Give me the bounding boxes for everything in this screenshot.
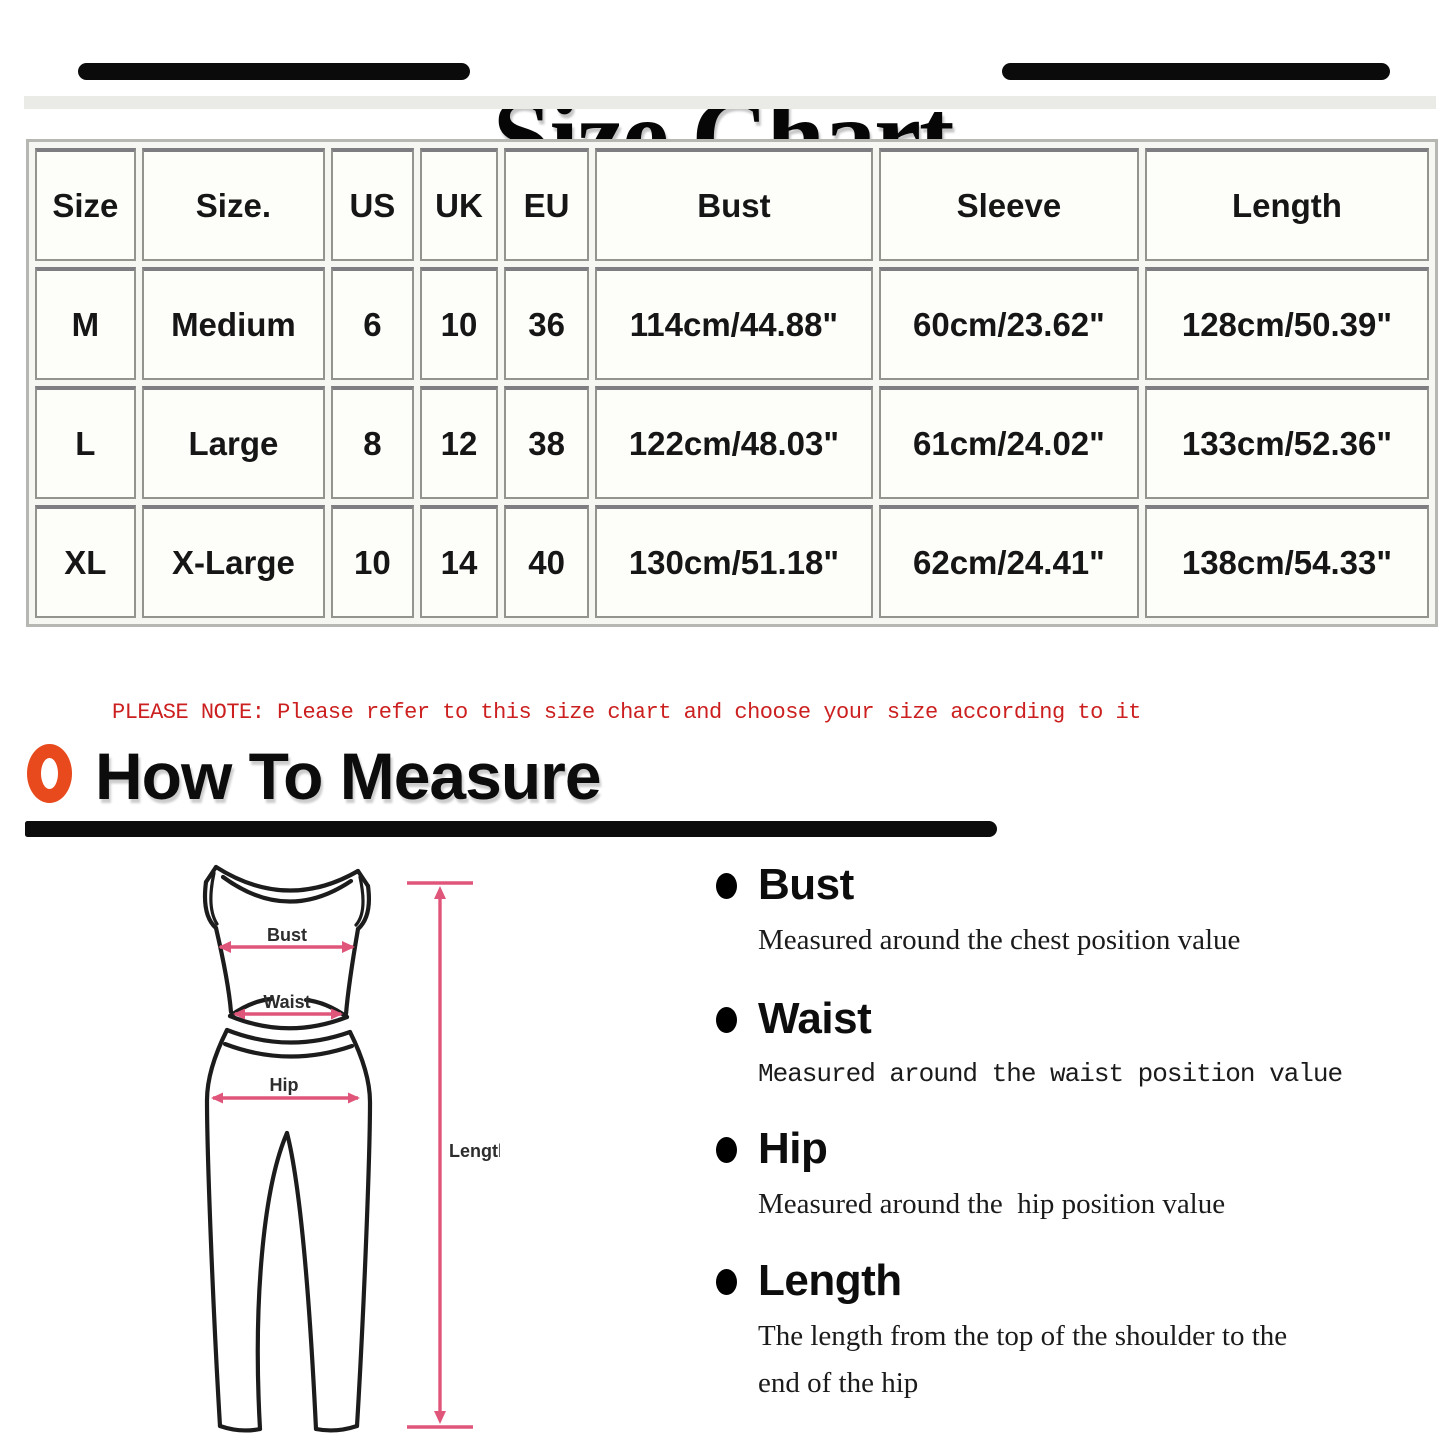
col-header-size-name: Size. bbox=[141, 148, 326, 261]
size-cell: 122cm/48.03" bbox=[594, 386, 873, 499]
col-header-size: Size bbox=[35, 148, 136, 261]
measure-item-description: Measured around the chest position value bbox=[758, 924, 1241, 956]
bullet-icon bbox=[716, 1269, 737, 1295]
size-cell: 6 bbox=[331, 267, 414, 380]
bust-arrow bbox=[218, 941, 355, 953]
size-cell: 8 bbox=[331, 386, 414, 499]
measurement-figure: Bust Waist Hip Length bbox=[150, 850, 500, 1445]
hip-arrow bbox=[211, 1092, 360, 1104]
size-cell: 36 bbox=[504, 267, 589, 380]
bullet-icon bbox=[716, 1137, 737, 1163]
measure-item-title: Bust bbox=[758, 860, 854, 909]
size-cell: Large bbox=[141, 386, 326, 499]
col-header-us: US bbox=[331, 148, 414, 261]
size-cell: 12 bbox=[419, 386, 499, 499]
col-header-uk: UK bbox=[419, 148, 499, 261]
measure-item-waist: Waist Measured around the waist position… bbox=[714, 995, 1364, 1098]
size-cell: 61cm/24.02" bbox=[878, 386, 1139, 499]
size-cell: M bbox=[35, 267, 136, 380]
size-cell: 62cm/24.41" bbox=[878, 505, 1139, 618]
size-cell: 114cm/44.88" bbox=[594, 267, 873, 380]
measure-item-title: Length bbox=[758, 1256, 902, 1305]
waist-arrow bbox=[233, 1008, 343, 1020]
size-cell: 138cm/54.33" bbox=[1144, 505, 1429, 618]
garment-outline bbox=[202, 864, 373, 1433]
size-cell: 40 bbox=[504, 505, 589, 618]
size-table-header-row: Size Size. US UK EU Bust Sleeve Length bbox=[35, 148, 1429, 261]
col-header-bust: Bust bbox=[594, 148, 873, 261]
measure-item-bust: Bust Measured around the chest position … bbox=[714, 861, 1364, 964]
measure-item-title: Waist bbox=[758, 994, 872, 1043]
how-to-measure-title: How To Measure bbox=[95, 739, 602, 813]
measure-item-hip: Hip Measured around the hip position val… bbox=[714, 1125, 1364, 1228]
size-cell: 133cm/52.36" bbox=[1144, 386, 1429, 499]
length-arrow bbox=[407, 881, 473, 1429]
measure-item-description: The length from the top of the shoulder … bbox=[758, 1320, 1295, 1399]
title-rule-left-bar bbox=[78, 63, 470, 80]
size-cell: 38 bbox=[504, 386, 589, 499]
bullet-icon bbox=[716, 873, 737, 899]
size-row-l: L Large 8 12 38 122cm/48.03" 61cm/24.02"… bbox=[35, 386, 1429, 499]
size-cell: 14 bbox=[419, 505, 499, 618]
divider-strip bbox=[24, 96, 1436, 109]
ring-bullet-icon bbox=[27, 744, 72, 803]
title-rule-right-bar bbox=[1002, 63, 1390, 80]
measure-item-title: Hip bbox=[758, 1124, 828, 1173]
size-row-m: M Medium 6 10 36 114cm/44.88" 60cm/23.62… bbox=[35, 267, 1429, 380]
measure-item-description: Measured around the waist position value bbox=[758, 1059, 1343, 1089]
size-table: Size Size. US UK EU Bust Sleeve Length M… bbox=[26, 139, 1438, 627]
measure-item-description: Measured around the hip position value bbox=[758, 1188, 1226, 1220]
size-cell: 60cm/23.62" bbox=[878, 267, 1139, 380]
col-header-length: Length bbox=[1144, 148, 1429, 261]
garment-diagram: Bust Waist Hip Length bbox=[202, 864, 500, 1433]
size-cell: 128cm/50.39" bbox=[1144, 267, 1429, 380]
size-cell: Medium bbox=[141, 267, 326, 380]
size-row-xl: XL X-Large 10 14 40 130cm/51.18" 62cm/24… bbox=[35, 505, 1429, 618]
figure-hip-label: Hip bbox=[270, 1075, 299, 1095]
size-cell: 130cm/51.18" bbox=[594, 505, 873, 618]
col-header-eu: EU bbox=[504, 148, 589, 261]
size-cell: XL bbox=[35, 505, 136, 618]
measure-item-length: Length The length from the top of the sh… bbox=[714, 1257, 1364, 1407]
how-to-measure-underline bbox=[25, 821, 997, 837]
size-cell: 10 bbox=[419, 267, 499, 380]
bullet-icon bbox=[716, 1007, 737, 1033]
size-note: PLEASE NOTE: Please refer to this size c… bbox=[112, 700, 1141, 725]
size-cell: X-Large bbox=[141, 505, 326, 618]
figure-waist-label: Waist bbox=[263, 992, 310, 1012]
size-cell: 10 bbox=[331, 505, 414, 618]
col-header-sleeve: Sleeve bbox=[878, 148, 1139, 261]
size-cell: L bbox=[35, 386, 136, 499]
figure-bust-label: Bust bbox=[267, 925, 307, 945]
figure-length-label: Length bbox=[449, 1141, 500, 1161]
